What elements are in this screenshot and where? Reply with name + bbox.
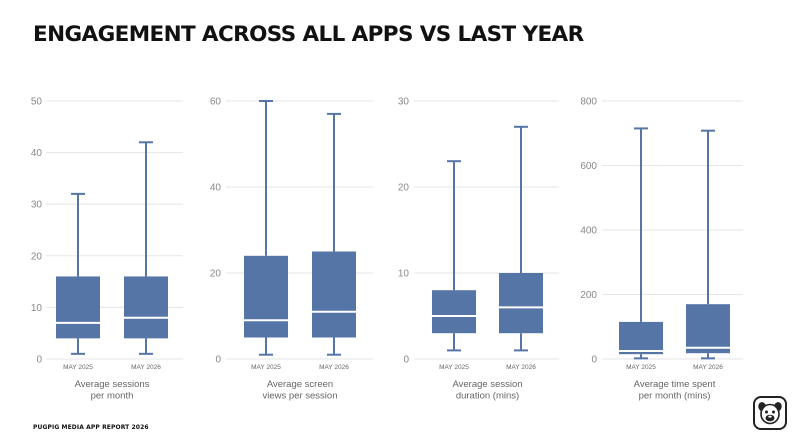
- box-iqr: [244, 255, 288, 338]
- box-iqr: [499, 273, 543, 334]
- y-tick-label: 30: [398, 97, 410, 108]
- chart-caption-line: Average screen: [267, 379, 333, 390]
- box-iqr: [56, 276, 100, 339]
- chart-caption-line: Average time spent: [634, 379, 716, 390]
- category-label: MAY 2026: [319, 364, 349, 371]
- category-label: MAY 2025: [251, 364, 281, 371]
- y-tick-label: 600: [580, 161, 597, 172]
- box-iqr: [432, 290, 476, 334]
- chart-caption-line: Average sessions: [75, 379, 150, 390]
- y-tick-label: 0: [591, 355, 597, 366]
- category-label: MAY 2026: [131, 364, 161, 371]
- chart-caption-line: per month (mins): [639, 391, 711, 402]
- y-tick-label: 40: [31, 148, 43, 159]
- chart-caption-line: duration (mins): [456, 391, 519, 402]
- y-tick-label: 200: [580, 290, 597, 301]
- y-tick-label: 50: [31, 97, 43, 108]
- page-title: ENGAGEMENT ACROSS ALL APPS VS LAST YEAR: [33, 22, 584, 47]
- y-tick-label: 20: [398, 183, 410, 194]
- category-label: MAY 2026: [693, 364, 723, 371]
- y-tick-label: 0: [215, 355, 221, 366]
- category-label: MAY 2025: [63, 364, 93, 371]
- box-iqr: [312, 251, 356, 338]
- chart-caption-line: Average session: [452, 379, 522, 390]
- y-tick-label: 0: [403, 355, 409, 366]
- y-tick-label: 400: [580, 226, 597, 237]
- report-footer: PUGPIG MEDIA APP REPORT 2026: [33, 424, 149, 431]
- y-tick-label: 10: [31, 303, 43, 314]
- y-tick-label: 30: [31, 200, 43, 211]
- y-tick-label: 40: [210, 183, 222, 194]
- y-tick-label: 20: [31, 251, 43, 262]
- y-tick-label: 800: [580, 97, 597, 108]
- box-iqr: [124, 276, 168, 339]
- y-tick-label: 20: [210, 269, 222, 280]
- chart-caption-line: per month: [91, 391, 134, 402]
- category-label: MAY 2026: [506, 364, 536, 371]
- category-label: MAY 2025: [439, 364, 469, 371]
- y-tick-label: 10: [398, 269, 410, 280]
- y-tick-label: 0: [36, 355, 42, 366]
- box-iqr: [619, 321, 663, 355]
- chart-caption-line: views per session: [263, 391, 338, 402]
- pug-face-icon: [753, 396, 787, 430]
- y-tick-label: 60: [210, 97, 222, 108]
- category-label: MAY 2025: [626, 364, 656, 371]
- box-iqr: [686, 304, 730, 354]
